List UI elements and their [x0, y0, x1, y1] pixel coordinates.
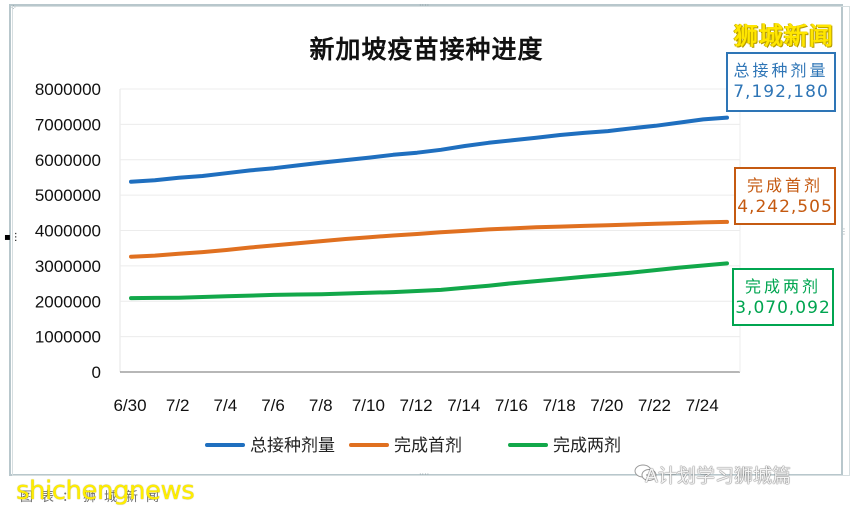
wechat-icon [634, 464, 657, 481]
series-line-0 [129, 115, 729, 184]
resize-handle-right[interactable]: ⋮ [840, 227, 848, 236]
y-tick-label: 4000000 [35, 222, 101, 241]
callout-label: 完成首剂 [746, 176, 823, 195]
y-axis-labels: 0 1000000 2000000 3000000 4000000 5000000 6000… [35, 80, 101, 382]
resize-handle-top[interactable]: ···· [419, 1, 430, 10]
y-tick-label: 1000000 [35, 328, 101, 347]
x-tick-label: 7/6 [261, 396, 285, 415]
resize-handle-left[interactable]: ▪⋮ [4, 232, 21, 243]
y-tick-label: 7000000 [35, 115, 101, 134]
wechat-account-watermark: A计划学习狮城篇 [645, 465, 791, 487]
x-tick-label: 7/14 [447, 396, 480, 415]
chart-frame [9, 4, 843, 476]
site-watermark: shichengnews [16, 476, 195, 506]
callout-label: 完成两剂 [744, 277, 821, 296]
legend-label: 完成两剂 [553, 436, 621, 455]
callout-total-doses: 总接种剂量 7,192,180 [726, 52, 836, 112]
x-tick-label: 7/22 [638, 396, 671, 415]
y-tick-label: 6000000 [35, 151, 101, 170]
callout-value: 3,070,092 [735, 298, 831, 318]
legend: 总接种剂量 完成首剂 完成两剂 [205, 436, 621, 455]
legend-label: 完成首剂 [394, 436, 462, 455]
x-tick-label: 7/16 [495, 396, 528, 415]
resize-handle-top-left[interactable]: ⁘ [10, 3, 17, 12]
x-tick-label: 7/4 [214, 396, 238, 415]
x-axis-labels: 6/30 7/2 7/4 7/6 7/8 7/10 7/12 7/14 7/16 7/18 7/20… [113, 396, 718, 415]
y-tick-label: 5000000 [35, 186, 101, 205]
x-tick-label: 7/20 [590, 396, 623, 415]
series-line-2 [129, 261, 729, 301]
chart-title: 新加坡疫苗接种进度 [309, 35, 544, 64]
gridlines [119, 88, 741, 373]
legend-label: 总接种剂量 [250, 436, 335, 455]
brand-logo: 狮城新闻 [734, 22, 834, 50]
series-line-1 [129, 219, 729, 259]
x-tick-label: 7/2 [166, 396, 190, 415]
callout-first-dose: 完成首剂 4,242,505 [734, 167, 836, 225]
x-tick-label: 6/30 [113, 396, 146, 415]
resize-handle-bottom[interactable]: ···· [419, 470, 430, 479]
x-tick-label: 7/12 [400, 396, 433, 415]
callout-label: 总接种剂量 [733, 61, 829, 80]
chart-caption: 图表：狮城新闻 [20, 490, 168, 505]
callout-value: 7,192,180 [733, 82, 829, 102]
x-tick-label: 7/8 [309, 396, 333, 415]
y-tick-label: 3000000 [35, 257, 101, 276]
callout-value: 4,242,505 [737, 197, 833, 217]
callout-two-doses: 完成两剂 3,070,092 [732, 268, 834, 326]
series-lines [129, 115, 729, 301]
y-tick-label: 2000000 [35, 292, 101, 311]
x-tick-label: 7/18 [543, 396, 576, 415]
x-tick-label: 7/24 [686, 396, 719, 415]
y-tick-label: 0 [92, 363, 101, 382]
y-tick-label: 8000000 [35, 80, 101, 99]
x-tick-label: 7/10 [352, 396, 385, 415]
